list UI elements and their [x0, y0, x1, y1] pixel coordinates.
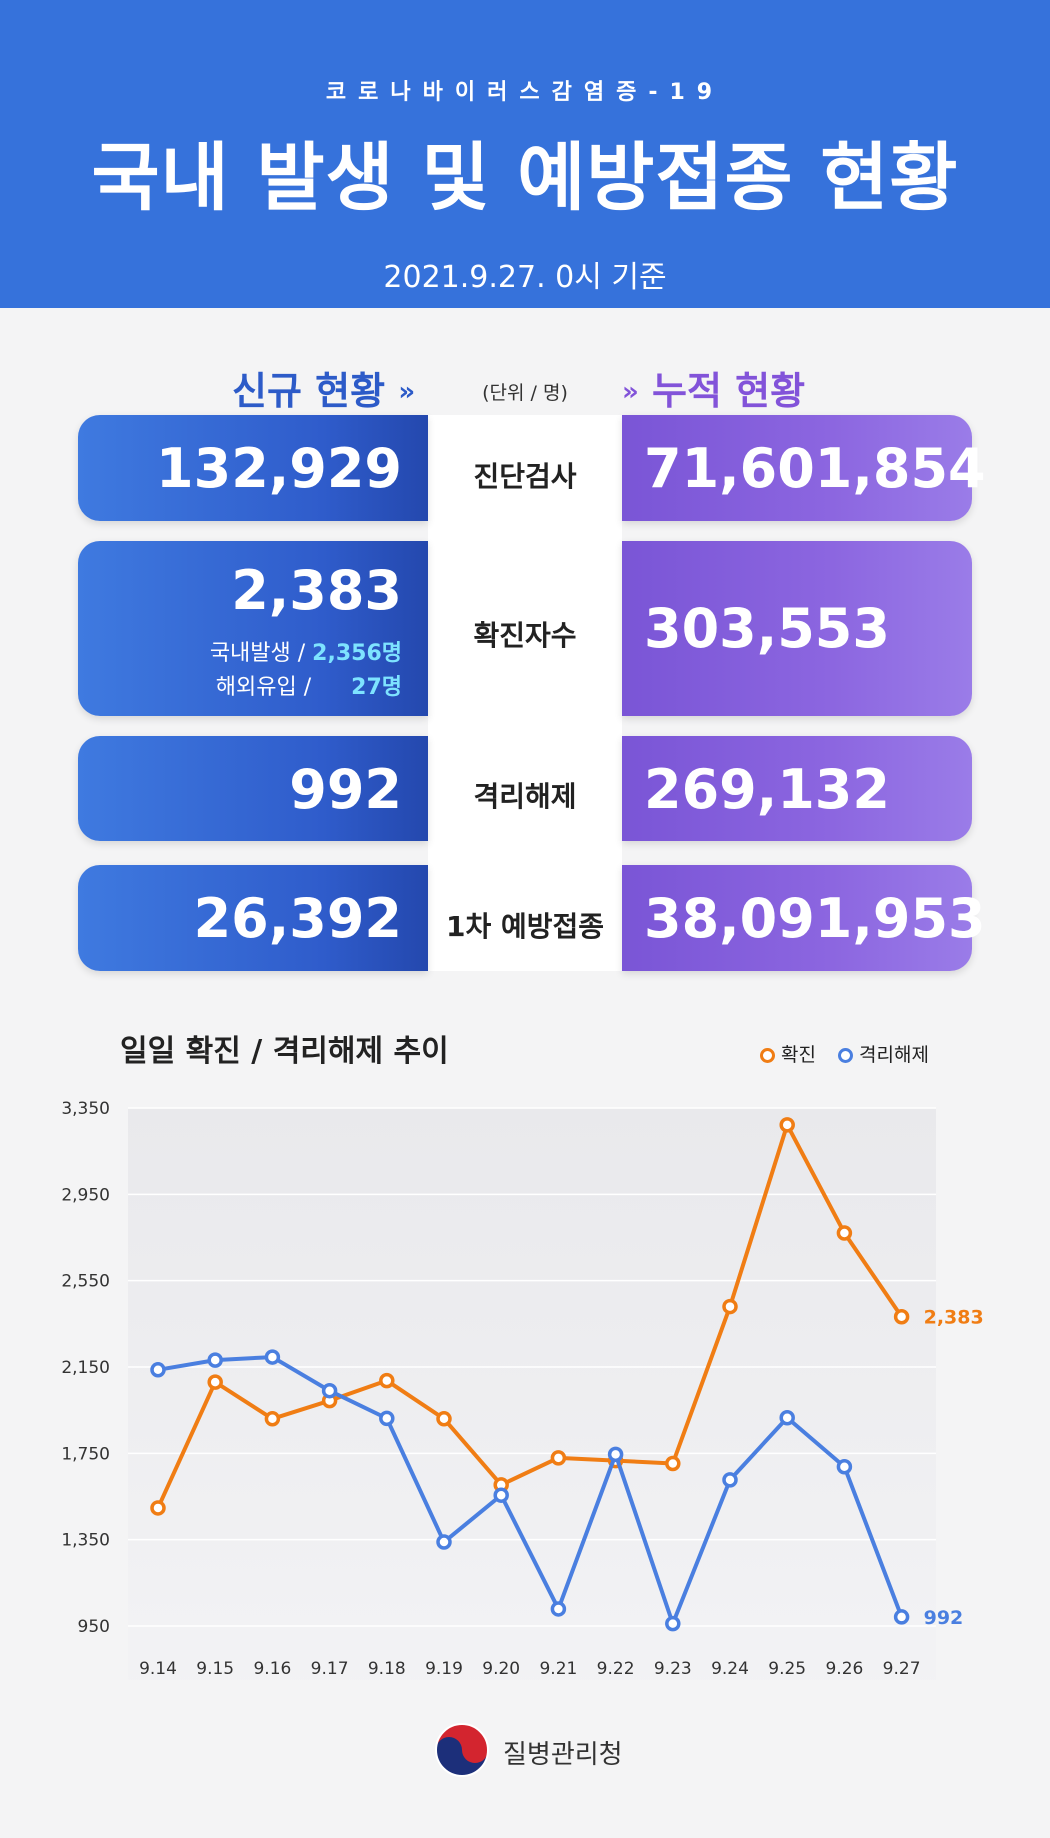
center-label-column: [428, 415, 622, 971]
confirmed-label: 확진자수: [473, 619, 577, 652]
data-point: [893, 1308, 910, 1325]
vaccination-label: 1차 예방접종: [445, 910, 605, 943]
new-released-box: 992: [78, 736, 428, 841]
data-point: [550, 1450, 567, 1466]
y-tick-label: 2,150: [61, 1358, 110, 1378]
data-point: [493, 1487, 509, 1503]
data-point: [264, 1349, 281, 1365]
header: 코로나바이러스감염증-19 국내 발생 및 예방접종 현황 2021.9.27.…: [0, 0, 1050, 308]
new-confirmed-box: 2,383 국내발생 / 2,356명 해외유입 / 27명: [78, 541, 428, 716]
x-tick-label: 9.20: [482, 1659, 520, 1679]
cumulative-status-label: 누적 현황: [652, 369, 806, 413]
y-tick-label: 2,550: [61, 1272, 110, 1292]
domestic-label: 국내발생 /: [209, 641, 313, 666]
cumulative-confirmed-value: 303,553: [644, 597, 890, 660]
double-chevron-down-icon: »: [622, 377, 639, 407]
header-date: 2021.9.27. 0시 기준: [383, 260, 667, 295]
imported-label: 해외유입 /: [215, 675, 312, 700]
y-tick-label: 2,950: [61, 1185, 110, 1205]
cumulative-confirmed-box: 303,553: [622, 541, 972, 716]
double-chevron-down-icon: »: [398, 377, 416, 407]
data-point: [264, 1411, 281, 1427]
data-point: [436, 1534, 452, 1550]
data-point: [436, 1411, 452, 1427]
released-label: 격리해제: [473, 780, 577, 813]
cumulative-released-value: 269,132: [644, 758, 890, 821]
data-point: [150, 1500, 166, 1516]
domestic-value: 2,356명: [312, 641, 402, 666]
new-tests-value: 132,929: [156, 437, 402, 500]
data-point: [379, 1410, 395, 1427]
y-tick-label: 1,350: [61, 1531, 110, 1551]
cumulative-status-heading: » 누적 현황: [622, 360, 805, 415]
x-tick-label: 9.24: [711, 1659, 749, 1679]
x-tick-label: 9.25: [768, 1659, 806, 1679]
legend-confirmed: 확진: [760, 1040, 816, 1067]
end-value-label: 992: [924, 1607, 964, 1629]
x-tick-label: 9.17: [311, 1659, 349, 1679]
series-line-confirmed: [156, 1122, 904, 1509]
x-tick-label: 9.15: [196, 1659, 234, 1679]
new-confirmed-value: 2,383: [231, 559, 402, 622]
taegeuk-emblem-icon: [435, 1723, 489, 1777]
cumulative-vaccination-box: 38,091,953: [622, 865, 986, 971]
x-tick-label: 9.18: [368, 1659, 406, 1679]
x-tick-label: 9.21: [539, 1659, 577, 1679]
data-point: [550, 1601, 567, 1617]
data-point: [207, 1374, 223, 1390]
x-tick-label: 9.27: [883, 1659, 921, 1679]
legend-released-label: 격리해제: [859, 1044, 929, 1066]
data-point: [607, 1446, 624, 1463]
new-tests-box: 132,929: [78, 415, 428, 521]
data-point: [836, 1225, 853, 1241]
data-point: [379, 1372, 395, 1389]
imported-value: 27명: [351, 675, 402, 700]
new-released-value: 992: [289, 758, 402, 821]
x-tick-label: 9.23: [654, 1659, 692, 1679]
x-tick-label: 9.16: [253, 1659, 291, 1679]
data-point: [779, 1409, 795, 1426]
data-point: [321, 1382, 338, 1399]
line-chart: 3,350 2,950 2,550 2,150 1,750 1,350 950 9.14 9.…: [61, 1099, 984, 1680]
data-point: [207, 1352, 223, 1368]
cumulative-tests-value: 71,601,854: [644, 437, 986, 500]
y-tick-label: 3,350: [61, 1099, 110, 1119]
organization-name: 질병관리청: [503, 1740, 623, 1770]
x-tick-label: 9.26: [825, 1659, 863, 1679]
page-title: 국내 발생 및 예방접종 현황: [91, 135, 959, 221]
new-vaccination-box: 26,392: [78, 865, 428, 971]
data-point: [779, 1117, 795, 1133]
data-point: [150, 1362, 166, 1378]
chart-title: 일일 확진 / 격리해제 추이: [120, 1034, 449, 1069]
unit-label: (단위 / 명): [482, 382, 568, 404]
legend-released: 격리해제: [838, 1040, 929, 1067]
data-point: [665, 1455, 681, 1472]
x-tick-label: 9.19: [425, 1659, 463, 1679]
domestic-line: 국내발생 / 2,356명: [210, 635, 402, 667]
y-tick-label: 1,750: [61, 1444, 110, 1464]
data-point: [722, 1472, 738, 1488]
new-status-label: 신규 현황: [232, 369, 386, 413]
legend-confirmed-label: 확진: [781, 1044, 816, 1066]
legend-released-marker: [838, 1048, 853, 1063]
cumulative-vaccination-value: 38,091,953: [644, 887, 986, 950]
header-subtitle: 코로나바이러스감염증-19: [325, 80, 725, 105]
plot-area: [128, 1108, 936, 1680]
tests-label: 진단검사: [473, 460, 577, 493]
cumulative-released-box: 269,132: [622, 736, 972, 841]
cumulative-tests-box: 71,601,854: [622, 415, 986, 521]
imported-line: 해외유입 / 27명: [216, 669, 402, 701]
legend-confirmed-marker: [760, 1048, 775, 1063]
data-point: [665, 1615, 681, 1632]
series-line-released: [157, 1355, 904, 1626]
y-tick-label: 950: [78, 1617, 110, 1637]
data-point: [722, 1298, 738, 1315]
x-tick-label: 9.22: [597, 1659, 635, 1679]
new-vaccination-value: 26,392: [193, 887, 402, 950]
data-point: [893, 1609, 910, 1625]
x-tick-label: 9.14: [139, 1659, 177, 1679]
data-point: [836, 1458, 853, 1475]
new-status-heading: 신규 현황 »: [232, 360, 415, 415]
end-value-label: 2,383: [924, 1307, 984, 1329]
